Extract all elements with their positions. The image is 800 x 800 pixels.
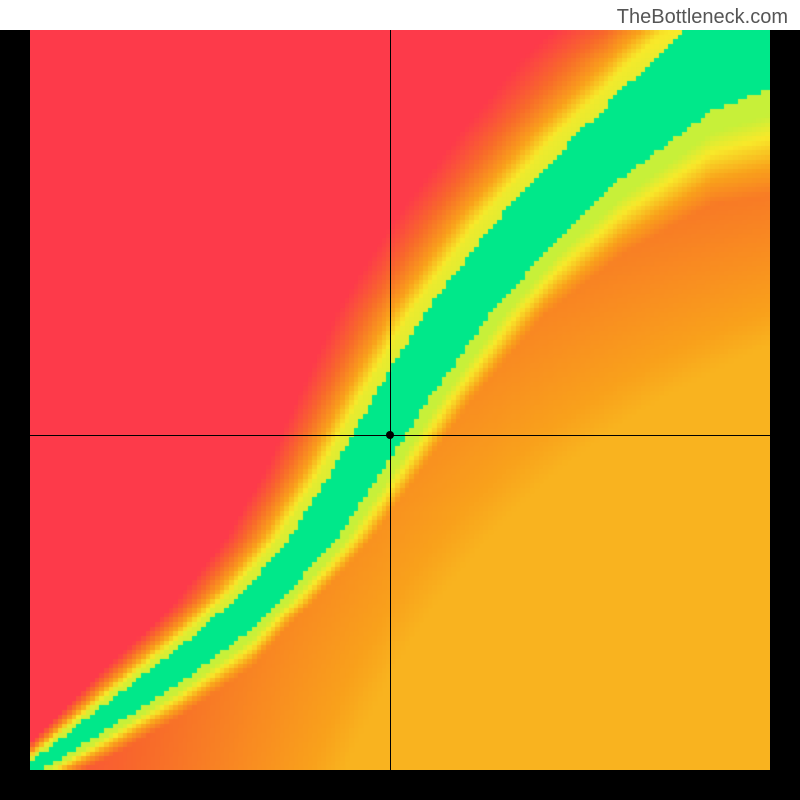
watermark-text: TheBottleneck.com bbox=[617, 6, 788, 29]
bottleneck-heatmap bbox=[30, 30, 770, 770]
crosshair-vertical bbox=[390, 30, 391, 770]
crosshair-horizontal bbox=[30, 435, 770, 436]
chart-outer-frame bbox=[0, 30, 800, 800]
